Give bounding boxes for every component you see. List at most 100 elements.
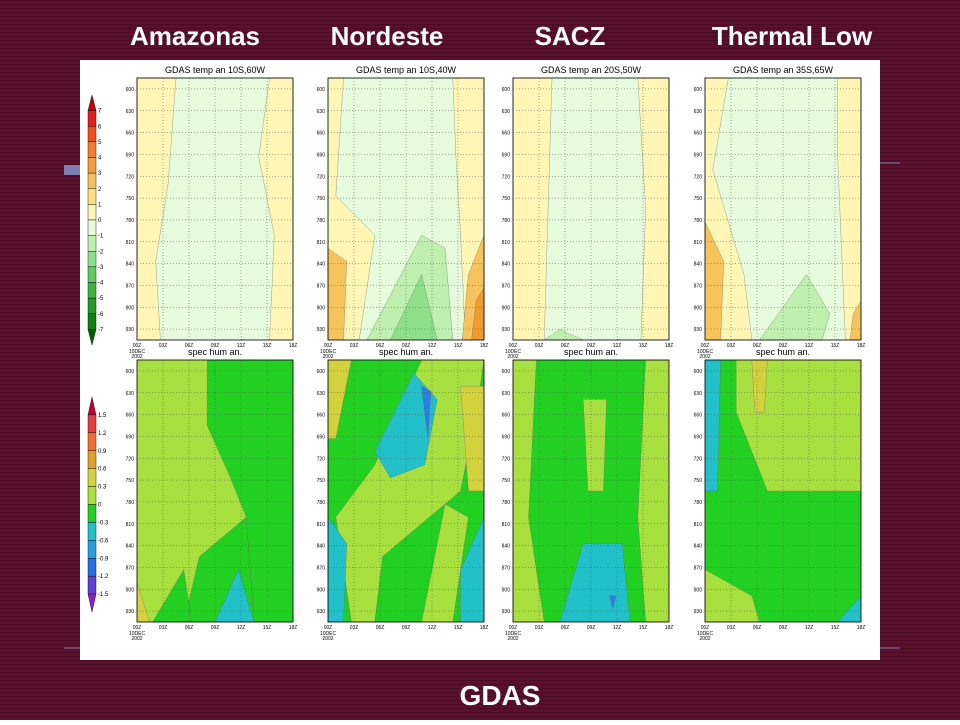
y-tick-label: 720 [317,174,326,180]
y-tick-label: 930 [317,609,326,615]
colorbar-cell [87,486,97,505]
y-tick-label: 600 [694,369,703,375]
x-tick-label: 09Z [211,625,220,631]
y-tick-label: 720 [502,174,511,180]
colorbar-label: 1.5 [98,413,107,419]
region-title: Thermal Low [712,21,873,51]
x-tick-label: 18Z [289,625,298,631]
colorbar-label: -2 [98,249,104,255]
colorbar-cell [87,468,97,487]
x-tick-label: 12Z [428,343,437,349]
x-tick-label: 15Z [454,625,463,631]
y-tick-label: 930 [694,609,703,615]
colorbar-label: -6 [98,312,104,318]
x-tick-label: 00Z [324,625,333,631]
y-tick-label: 690 [502,152,511,158]
x-tick-label: 12Z [613,625,622,631]
x-tick-label: 00Z [701,343,710,349]
x-tick-label: 06Z [376,343,385,349]
colorbar-cell [87,329,97,346]
contour-region [327,248,347,341]
y-tick-label: 690 [694,434,703,440]
plot-title: GDAS temp an 10S,60W [165,65,266,75]
x-tick-label: 18Z [480,343,489,349]
colorbar-label: 0.9 [98,449,107,455]
colorbar-cell [87,204,97,221]
y-tick-label: 840 [317,262,326,268]
bullet [64,165,80,175]
x-tick-label: 03Z [727,343,736,349]
x-tick-sub: 10DEC [505,349,522,355]
x-tick-sub: 10DEC [697,631,714,637]
y-tick-label: 690 [502,434,511,440]
y-tick-label: 900 [694,587,703,593]
x-tick-label: 00Z [509,343,518,349]
y-tick-label: 660 [694,131,703,137]
x-tick-label: 12Z [428,625,437,631]
y-tick-label: 840 [126,544,135,550]
plot-title: spec hum an. [188,347,242,357]
colorbar-cell [87,522,97,541]
y-tick-label: 660 [317,413,326,419]
colorbar-label: 3 [98,171,102,177]
y-tick-label: 900 [502,305,511,311]
footer-title: GDAS [460,680,541,711]
y-tick-label: 930 [317,327,326,333]
y-tick-label: 600 [694,87,703,93]
colorbar-label: -4 [98,281,104,287]
colorbar-label: 0 [98,503,102,509]
x-tick-label: 12Z [237,343,246,349]
x-tick-sub: 2002 [322,636,333,642]
y-tick-label: 930 [126,327,135,333]
x-tick-label: 18Z [665,343,674,349]
y-tick-label: 660 [126,413,135,419]
x-tick-label: 06Z [753,625,762,631]
y-tick-label: 840 [502,262,511,268]
x-tick-label: 15Z [831,625,840,631]
x-tick-label: 12Z [237,625,246,631]
x-tick-label: 12Z [613,343,622,349]
y-tick-label: 720 [502,456,511,462]
y-tick-label: 690 [126,152,135,158]
y-tick-label: 810 [694,522,703,528]
y-tick-label: 690 [126,434,135,440]
y-tick-label: 630 [502,109,511,115]
y-tick-label: 720 [126,456,135,462]
y-tick-label: 660 [694,413,703,419]
y-tick-label: 630 [317,109,326,115]
y-tick-label: 780 [694,500,703,506]
y-tick-label: 660 [502,413,511,419]
y-tick-label: 870 [126,283,135,289]
y-tick-label: 870 [694,565,703,571]
x-tick-sub: 10DEC [129,631,146,637]
x-tick-label: 06Z [185,343,194,349]
y-tick-label: 930 [126,609,135,615]
plot: 600 630 660 690 720 750 780 810 840 870 900 930 00Z 0… [126,347,298,642]
x-tick-label: 06Z [753,343,762,349]
colorbar-cell [87,414,97,434]
colorbar-label: 5 [98,140,102,146]
y-tick-label: 780 [694,218,703,224]
colorbar-label: 2 [98,187,102,193]
y-tick-label: 660 [502,131,511,137]
y-tick-label: 780 [126,218,135,224]
contour-region [374,372,438,479]
plot-title: GDAS temp an 20S,50W [541,65,642,75]
y-tick-label: 600 [502,87,511,93]
colorbar-label: -1.2 [98,574,109,580]
plot: 600 630 660 690 720 750 780 810 840 870 900 930 00Z 0… [694,65,866,360]
x-tick-label: 06Z [561,343,570,349]
colorbar-label: -0.3 [98,520,109,526]
colorbar-cell [87,266,97,283]
y-tick-label: 630 [694,109,703,115]
colorbar-cell [87,141,97,158]
colorbar-cell [87,235,97,252]
x-tick-label: 03Z [159,625,168,631]
x-tick-label: 00Z [324,343,333,349]
plot-frame [512,359,670,623]
colorbar-cell [87,251,97,268]
colorbar-label: -1.5 [98,592,109,598]
plot: 600 630 660 690 720 750 780 810 840 870 900 930 00Z 0… [502,65,674,360]
colorbar-cell [87,313,97,330]
colorbar-cell [87,172,97,189]
